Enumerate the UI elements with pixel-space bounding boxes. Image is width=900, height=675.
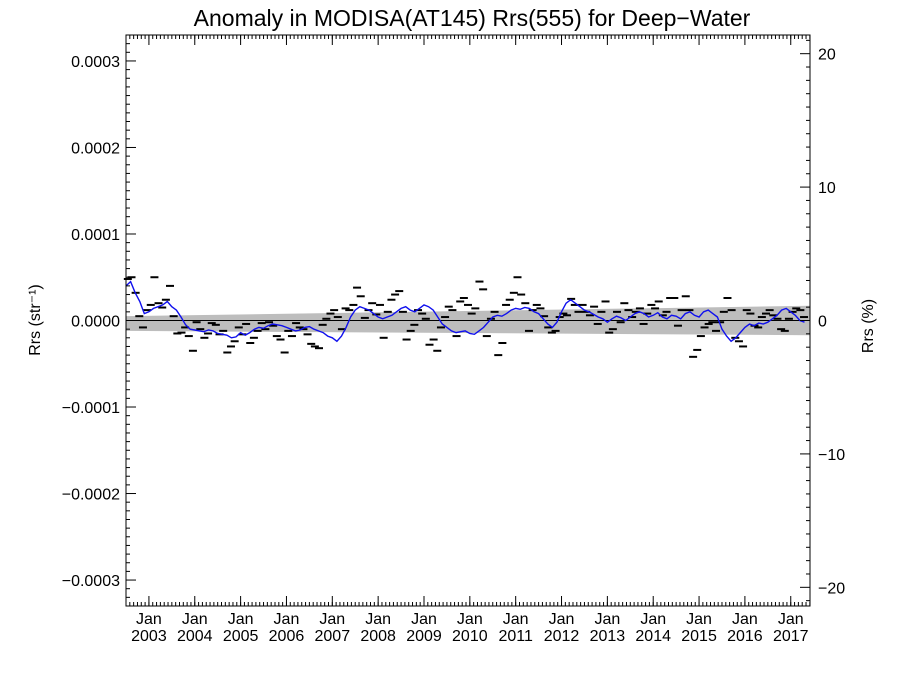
x-tick-label-year: 2012 bbox=[544, 628, 580, 645]
y2-tick-label: 20 bbox=[818, 47, 836, 64]
x-tick-label-year: 2016 bbox=[727, 628, 763, 645]
y-tick-label: −0.0001 bbox=[62, 400, 120, 417]
x-tick-label-year: 2014 bbox=[635, 628, 671, 645]
y-axis-label-right: Rrs (%) bbox=[860, 299, 877, 353]
x-tick-label-year: 2004 bbox=[177, 628, 213, 645]
x-tick-label-month: Jan bbox=[411, 611, 437, 628]
x-tick-label-year: 2011 bbox=[498, 628, 533, 645]
y-tick-label: 0.0003 bbox=[71, 54, 120, 71]
x-tick-label-year: 2007 bbox=[315, 628, 351, 645]
x-tick-label-month: Jan bbox=[594, 611, 620, 628]
smoothed-line-layer bbox=[125, 280, 805, 343]
x-tick-label-year: 2013 bbox=[590, 628, 626, 645]
x-tick-label-year: 2010 bbox=[452, 628, 488, 645]
x-tick-label-month: Jan bbox=[640, 611, 666, 628]
x-tick-label-month: Jan bbox=[182, 611, 208, 628]
x-tick-label-month: Jan bbox=[457, 611, 483, 628]
x-tick-label-month: Jan bbox=[732, 611, 758, 628]
y-tick-label: −0.0003 bbox=[62, 573, 120, 590]
chart-title: Anomaly in MODISA(AT145) Rrs(555) for De… bbox=[194, 5, 751, 31]
x-tick-label-month: Jan bbox=[136, 611, 162, 628]
smoothed-line bbox=[125, 280, 805, 343]
y2-tick-label: 0 bbox=[818, 314, 827, 331]
y-tick-label: 0.0001 bbox=[71, 227, 120, 244]
x-tick-label-month: Jan bbox=[503, 611, 529, 628]
x-tick-label-month: Jan bbox=[365, 611, 391, 628]
x-tick-label-year: 2015 bbox=[681, 628, 717, 645]
y2-tick-label: 10 bbox=[818, 180, 836, 197]
x-tick-label-year: 2009 bbox=[406, 628, 442, 645]
x-tick-label-year: 2006 bbox=[269, 628, 305, 645]
x-tick-label-year: 2017 bbox=[773, 628, 809, 645]
y-tick-label: 0.0002 bbox=[71, 140, 120, 157]
x-tick-label-month: Jan bbox=[228, 611, 254, 628]
x-tick-label-month: Jan bbox=[319, 611, 345, 628]
x-tick-label-year: 2003 bbox=[131, 628, 167, 645]
y-tick-label: 0.0000 bbox=[71, 314, 120, 331]
x-tick-label-year: 2008 bbox=[360, 628, 396, 645]
y2-tick-label: −20 bbox=[818, 580, 845, 597]
x-tick-label-month: Jan bbox=[686, 611, 712, 628]
y2-tick-label: −10 bbox=[818, 447, 845, 464]
y-tick-label: −0.0002 bbox=[62, 487, 120, 504]
x-tick-label-month: Jan bbox=[778, 611, 804, 628]
axes: Jan2003Jan2004Jan2005Jan2006Jan2007Jan20… bbox=[62, 34, 845, 645]
x-tick-label-year: 2005 bbox=[223, 628, 259, 645]
x-tick-label-month: Jan bbox=[549, 611, 575, 628]
x-tick-label-month: Jan bbox=[274, 611, 300, 628]
y-axis-label-left: Rrs (str⁻¹) bbox=[27, 284, 44, 356]
